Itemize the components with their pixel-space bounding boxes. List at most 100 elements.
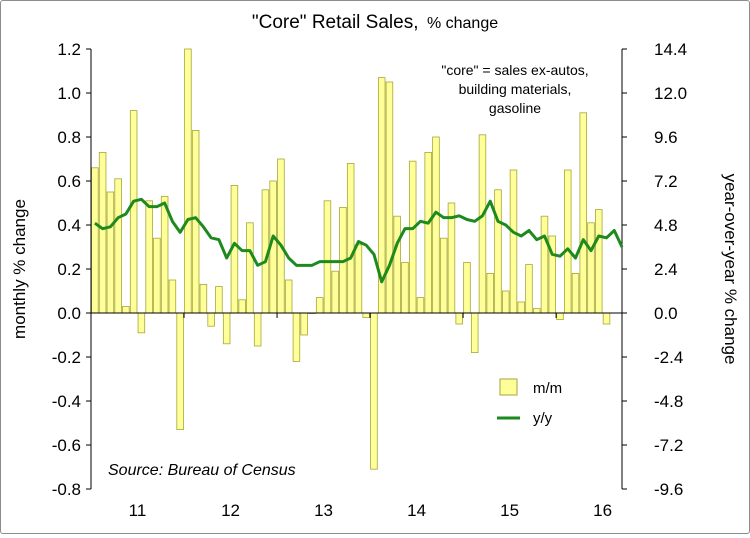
bar-mm [114,178,122,314]
x-tick-label: 16 [593,501,612,520]
bar-mm [595,209,603,314]
bar-mm [184,48,192,314]
bar-mm [486,272,494,314]
annotation-line-3: gasoline [489,100,541,116]
y-left-tick-label: 1.2 [57,40,81,59]
bar-mm [587,222,595,314]
y-left-tick-label: -0.4 [52,392,81,411]
y-right-tick-label: -9.6 [654,480,683,499]
y-right-tick-label: 2.4 [654,260,678,279]
bar-mm [463,261,471,314]
bar-mm [370,312,378,470]
bar-series-mm [91,48,611,470]
bar-mm [602,312,611,325]
bar-mm [315,297,324,314]
y-axis-right-title: year-over-year % change [721,174,740,365]
bar-mm [160,195,169,314]
bar-mm [106,191,115,314]
bar-mm [540,215,549,314]
y-left-tick-label: -0.6 [52,436,81,455]
bar-mm [494,189,502,314]
y-right-tick-label: 0.0 [654,304,678,323]
y-left-tick-label: 0.2 [57,260,81,279]
x-tick-label: 12 [221,501,240,520]
y-right-tick-label: 12.0 [654,84,687,103]
x-tick-label: 13 [314,501,333,520]
x-tick-label: 14 [407,501,426,520]
y-right-tick-label: 9.6 [654,128,678,147]
bar-mm [533,308,541,314]
bar-mm [323,200,332,314]
bar-mm [199,283,208,314]
y-right-tick-label: -4.8 [654,392,683,411]
y-axis-left-ticks: 1.2 1.0 0.8 0.6 0.4 0.2 0.0 -0.2 -0.4 -0.6 -0.8 [52,40,91,499]
bar-mm [517,301,525,314]
y-left-tick-label: 0.0 [57,304,81,323]
y-left-tick-label: 0.8 [57,128,81,147]
bar-mm [91,167,99,314]
x-tick-label: 11 [129,501,147,520]
x-tick-label: 15 [500,501,519,520]
bar-mm [470,312,479,353]
bar-mm [137,312,146,334]
chart-title: "Core" Retail Sales, % change [252,12,498,33]
bar-mm [401,261,409,314]
bar-mm [525,264,533,314]
bar-mm [447,202,456,314]
bar-mm [300,312,308,336]
bar-mm [393,215,401,314]
bar-mm [277,158,285,314]
bar-mm [455,312,463,325]
annotation-line-1: "core" = sales ex-autos, [441,62,588,78]
legend: m/m y/y [497,378,562,427]
y-right-tick-label: 4.8 [654,216,678,235]
bar-mm [284,279,293,314]
bar-mm [176,312,184,430]
bar-mm [362,312,370,318]
bar-mm [408,160,417,314]
bar-mm [424,151,432,314]
y-right-tick-label: 7.2 [654,172,678,191]
bar-mm [122,305,130,314]
bar-mm [153,237,161,314]
y-left-tick-label: 1.0 [57,84,81,103]
y-right-tick-label: -2.4 [654,348,683,367]
bar-mm [478,134,487,314]
bar-mm [439,237,448,314]
annotation-line-2: building materials, [459,81,572,97]
y-left-tick-label: 0.4 [57,216,81,235]
y-left-tick-label: -0.8 [52,480,81,499]
bar-mm [385,81,394,314]
y-axis-right-ticks: 14.4 12.0 9.6 7.2 4.8 2.4 0.0 -2.4 -4.8 -7.2 -9.6 [622,40,687,499]
bar-mm [253,312,262,347]
bar-mm [246,222,254,314]
bar-mm [238,299,246,314]
legend-swatch-mm [499,378,518,396]
chart-title-suffix: % change [427,15,498,32]
y-axis-left-title: monthly % change [10,199,29,339]
chart-title-main: "Core" Retail Sales, [252,12,419,33]
legend-label-mm: m/m [533,380,562,397]
line-yy [94,197,624,284]
y-left-tick-label: -0.2 [52,348,81,367]
y-left-tick-label: 0.6 [57,172,81,191]
bar-mm [579,112,587,314]
bar-mm [354,244,363,314]
bar-mm [215,286,223,314]
bar-mm [98,151,107,314]
bar-mm [571,272,580,314]
bar-mm [222,312,231,345]
bar-mm [292,312,301,362]
bar-mm [556,312,564,320]
legend-label-yy: y/y [533,410,553,427]
line-series-yy [94,197,624,284]
bar-mm [207,312,215,327]
source-note: Source: Bureau of Census [108,462,296,479]
x-axis-ticks: 11 12 13 14 15 16 [90,313,612,520]
bar-mm [129,110,138,314]
y-right-tick-label: -7.2 [654,436,683,455]
bar-mm [168,279,177,314]
bar-mm [501,290,510,314]
